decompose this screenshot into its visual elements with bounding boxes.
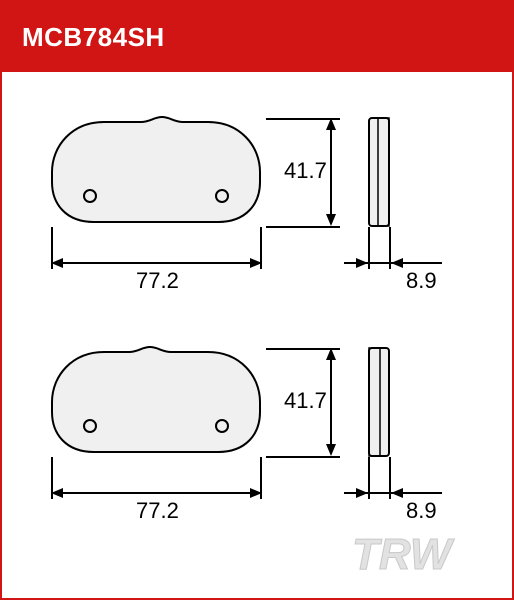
arrow-icon [51, 488, 63, 498]
arrow-icon [51, 258, 63, 268]
dim-line-vert [330, 122, 332, 222]
bottom-pad-face [46, 342, 266, 462]
arrow-icon [250, 258, 262, 268]
ext-line [266, 226, 340, 228]
dim-width-top: 77.2 [136, 268, 179, 294]
arrow-icon [326, 214, 336, 226]
arrow-icon [326, 444, 336, 456]
header-bar: MCB784SH [2, 2, 512, 72]
logo-text: TRW [352, 530, 455, 579]
diagram-container: MCB784SH 41.7 77.2 8. [0, 0, 514, 600]
arrow-icon [356, 258, 368, 268]
arrow-icon [391, 258, 403, 268]
dim-thickness-bottom: 8.9 [406, 498, 437, 524]
dim-height-top: 41.7 [284, 158, 327, 184]
ext-line [266, 456, 340, 458]
dim-thickness-top: 8.9 [406, 268, 437, 294]
dim-width-bottom: 77.2 [136, 498, 179, 524]
arrow-icon [326, 118, 336, 130]
dim-line-horz [56, 262, 256, 264]
diagram-content: 41.7 77.2 8.9 41.7 [2, 72, 512, 598]
arrow-icon [356, 488, 368, 498]
dim-line-vert [330, 352, 332, 452]
brand-logo: TRW TRW [352, 525, 502, 590]
part-number-title: MCB784SH [22, 22, 165, 53]
arrow-icon [250, 488, 262, 498]
top-pad-face [46, 112, 266, 232]
top-pad-edge [366, 112, 392, 232]
arrow-icon [391, 488, 403, 498]
dim-height-bottom: 41.7 [284, 388, 327, 414]
dim-line-horz [56, 492, 256, 494]
bottom-pad-edge [366, 342, 392, 462]
arrow-icon [326, 348, 336, 360]
